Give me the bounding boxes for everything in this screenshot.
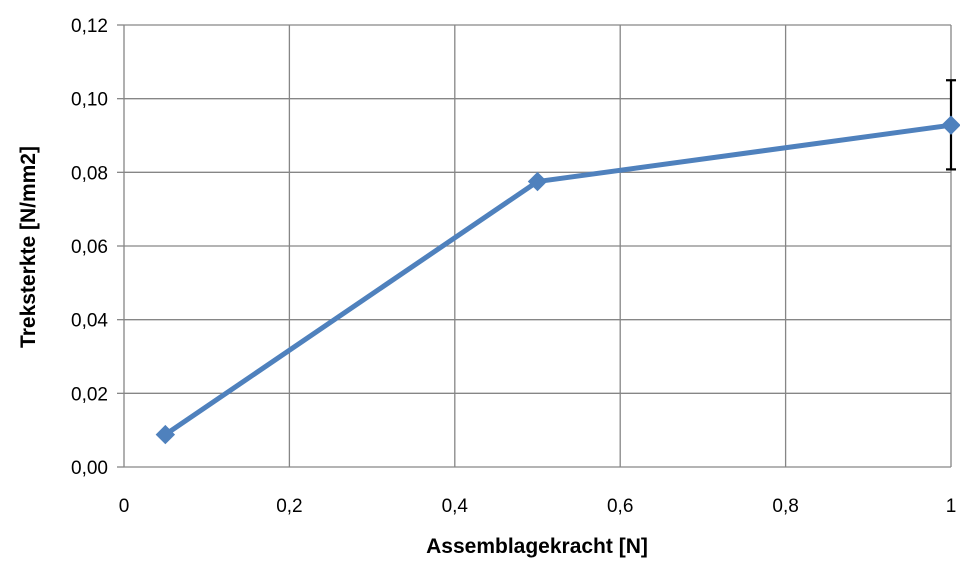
y-tick-labels: 0,00 0,02 0,04 0,06 0,08 0,10 0,12 bbox=[71, 16, 108, 479]
y-tick-label: 0,00 bbox=[71, 458, 108, 479]
y-tick-label: 0,12 bbox=[71, 16, 108, 37]
x-tick-label: 0,8 bbox=[772, 496, 798, 517]
x-axis-title: Assemblagekracht [N] bbox=[426, 535, 648, 558]
y-axis-title: Treksterkte [N/mm2] bbox=[17, 146, 40, 348]
series-line bbox=[162, 122, 954, 438]
x-tick-label: 0,4 bbox=[442, 496, 469, 517]
x-tick-label: 0 bbox=[119, 496, 130, 517]
x-tick-label: 0,6 bbox=[607, 496, 633, 517]
data-point-marker bbox=[941, 115, 960, 135]
y-tick-label: 0,10 bbox=[71, 90, 108, 111]
y-tick-label: 0,08 bbox=[71, 163, 108, 184]
y-tick-label: 0,04 bbox=[71, 311, 108, 332]
x-tick-labels: 0 0,2 0,4 0,6 0,8 1 bbox=[119, 496, 957, 517]
data-point-marker bbox=[155, 424, 176, 445]
x-tick-label: 0,2 bbox=[276, 496, 302, 517]
series bbox=[155, 79, 960, 445]
x-tick-label: 1 bbox=[946, 496, 957, 517]
y-tick-label: 0,06 bbox=[71, 237, 108, 258]
y-tick-label: 0,02 bbox=[71, 384, 108, 405]
data-point-marker bbox=[527, 171, 548, 192]
grid bbox=[117, 24, 952, 468]
